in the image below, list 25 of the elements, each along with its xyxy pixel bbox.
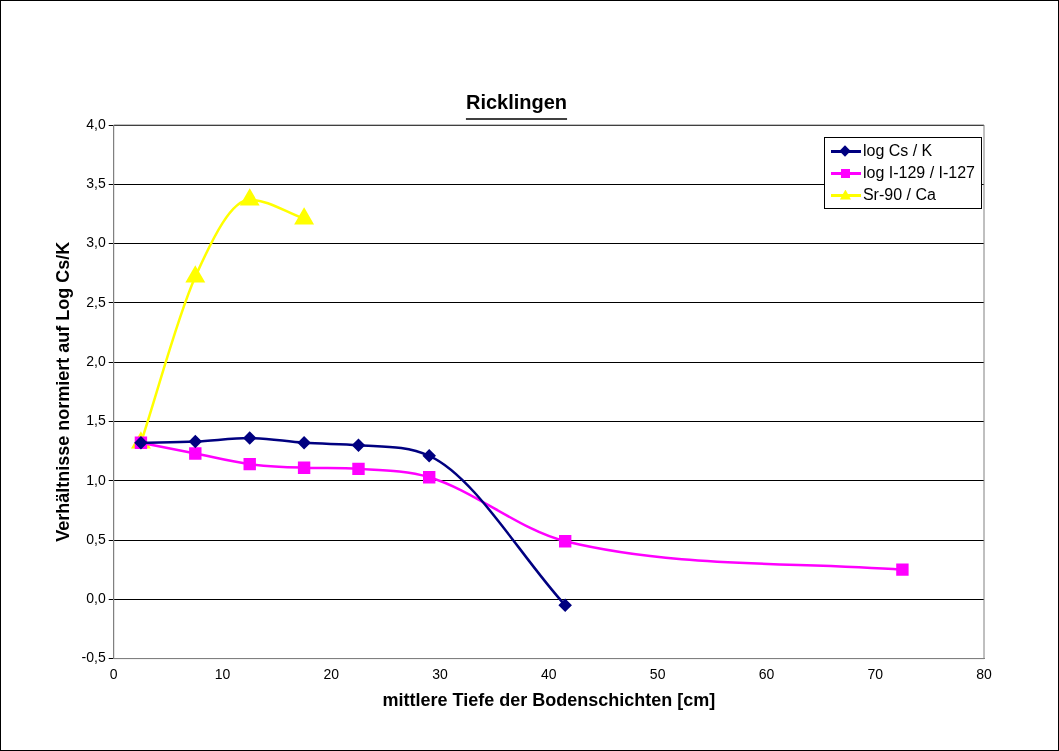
y-tick-label: 2,0 (86, 353, 106, 370)
x-tick-label: 30 (432, 665, 449, 682)
y-tick-label: 3,0 (86, 234, 106, 251)
y-tick-label: 2,5 (86, 293, 106, 310)
x-tick-label: 20 (323, 665, 340, 682)
x-tick-label: 10 (214, 665, 231, 682)
y-tick-label: 1,5 (86, 412, 106, 429)
x-axis-title: mittlere Tiefe der Bodenschichten [cm] (382, 690, 716, 711)
y-tick-label: 0,5 (86, 530, 106, 547)
y-tick-label: -0,5 (81, 649, 106, 666)
y-tick-label: 0,0 (86, 590, 106, 607)
y-tick-label: 3,5 (86, 175, 106, 192)
x-tick-label: 60 (758, 665, 775, 682)
legend-label: Sr-90 / Ca (862, 186, 936, 204)
x-tick-label: 40 (541, 665, 557, 682)
x-tick-label: 80 (976, 665, 992, 682)
chart-title: Ricklingen (465, 90, 568, 113)
legend-label: log I-129 / I-127 (862, 164, 975, 182)
x-tick-label: 70 (867, 665, 884, 682)
y-tick-label: 4,0 (86, 115, 106, 132)
y-tick-label: 1,0 (86, 471, 106, 488)
legend-label: log Cs / K (862, 142, 933, 160)
x-tick-label: 50 (649, 665, 666, 682)
y-axis-title: Verhältnisse normiert auf Log Cs/K (52, 241, 73, 542)
x-tick-label: 0 (109, 665, 118, 682)
